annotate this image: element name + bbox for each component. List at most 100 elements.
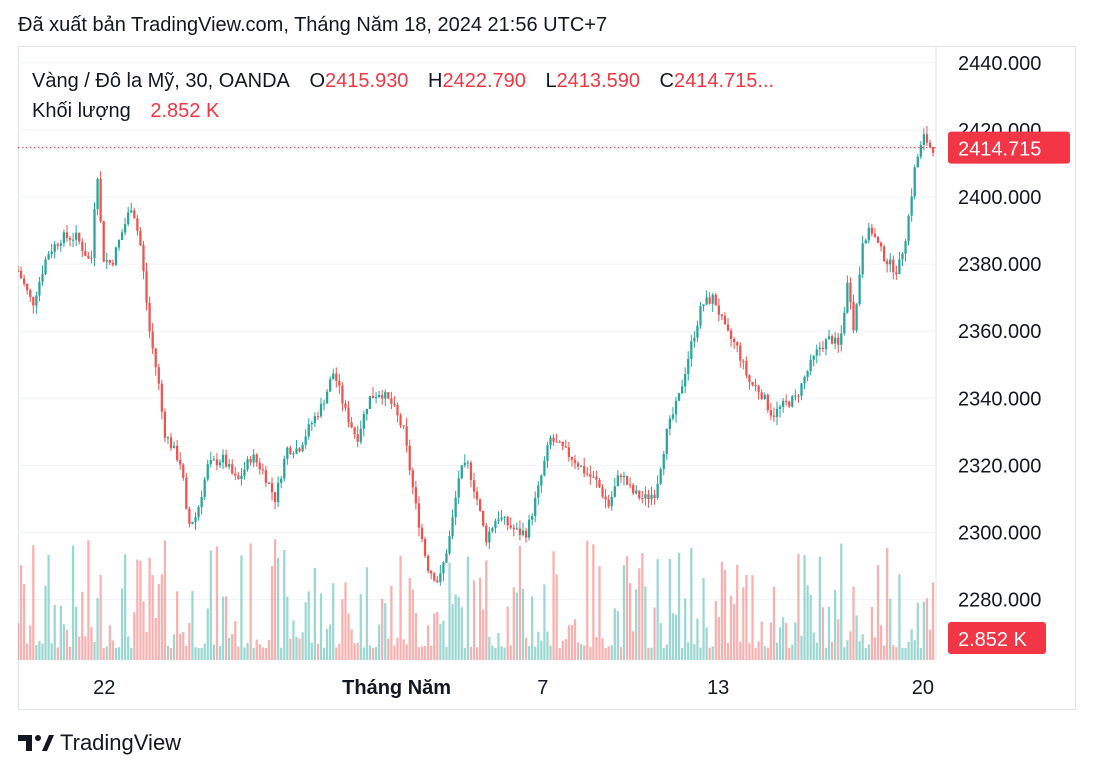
candle-body (598, 479, 601, 488)
candle-body (524, 530, 528, 538)
candle-body (561, 441, 564, 447)
candle-body (19, 270, 23, 279)
candle-body (22, 278, 26, 284)
open-value: 2415.930 (325, 70, 409, 92)
candle-body (451, 517, 454, 537)
volume-bar (717, 617, 720, 660)
candle-body (778, 406, 782, 409)
candle-body (886, 261, 889, 265)
volume-bar (472, 580, 476, 660)
volume-bar (561, 640, 564, 660)
volume-bar (148, 557, 151, 660)
price-chart[interactable]: 2440.0002420.0002400.0002380.0002360.000… (18, 46, 1076, 710)
volume-bar (433, 613, 436, 660)
candle-body (647, 494, 650, 500)
tradingview-brand[interactable]: TradingView (18, 730, 181, 756)
candle-body (50, 251, 53, 255)
volume-bar (304, 602, 307, 660)
y-tick-label: 2360.000 (958, 321, 1041, 343)
volume-bar (176, 591, 179, 660)
volume-bar (644, 586, 647, 660)
volume-bar (570, 624, 574, 660)
candle-body (224, 454, 228, 467)
volume-bar (59, 605, 62, 660)
candle-body (873, 233, 877, 237)
volume-bar (864, 647, 867, 660)
volume-bar (482, 609, 485, 660)
candle-body (316, 416, 320, 418)
candle-body (540, 475, 543, 486)
candle-body (733, 339, 736, 343)
volume-bar (809, 594, 812, 660)
candle-body (751, 381, 754, 385)
volume-bar (117, 647, 121, 660)
volume-bar (224, 596, 228, 660)
volume-bar (567, 625, 571, 660)
candle-body (607, 499, 610, 507)
candle-body (521, 530, 525, 535)
volume-bar (922, 601, 926, 660)
volume-bar (362, 647, 365, 660)
candle-body (684, 374, 687, 387)
volume-bar (102, 647, 105, 660)
candle-body (206, 464, 209, 480)
candle-body (696, 325, 699, 338)
volume-bar (610, 645, 613, 660)
volume-bar (757, 641, 760, 660)
volume-bar (463, 647, 466, 660)
candle-body (325, 391, 329, 404)
volume-bar (478, 577, 482, 660)
candle-body (390, 398, 393, 404)
volume-bar (745, 574, 748, 660)
volume-bar (797, 553, 800, 660)
candle-body (365, 408, 369, 415)
candle-body (417, 503, 421, 528)
candle-body (567, 447, 571, 457)
volume-bar (742, 587, 745, 660)
candle-body (570, 456, 574, 460)
candle-body (396, 405, 399, 416)
volume-bar (307, 591, 310, 660)
candle-body (136, 218, 139, 231)
volume-bar (607, 646, 610, 660)
volume-bar (35, 645, 38, 660)
candle-body (687, 358, 690, 375)
volume-bar (209, 550, 212, 660)
volume-bar (491, 645, 494, 660)
volume-bar (916, 602, 919, 660)
volume-bar (26, 643, 29, 660)
volume-bar (546, 631, 549, 660)
candle-body (402, 425, 405, 427)
ohlc-row: Vàng / Đô la Mỹ, 30, OANDA O2415.930 H24… (32, 66, 774, 96)
volume-bar (420, 646, 424, 660)
candle-body (494, 520, 497, 529)
candle-body (736, 342, 739, 346)
volume-bar (576, 642, 580, 660)
volume-bar (925, 598, 929, 660)
candle-body (439, 573, 442, 583)
volume-bar (512, 587, 515, 660)
candle-body (319, 403, 323, 417)
candle-body (876, 236, 880, 243)
volume-bar (280, 647, 283, 660)
candle-body (815, 349, 818, 356)
volume-bar (371, 647, 375, 660)
candle-body (500, 517, 503, 520)
candle-body (641, 498, 644, 500)
volume-bar (500, 646, 503, 660)
close-label: C (659, 70, 674, 92)
candle-body (234, 473, 237, 476)
volume-bar (726, 643, 730, 660)
volume-bar (549, 645, 552, 660)
volume-bar (261, 647, 264, 660)
volume-bar (766, 647, 769, 660)
x-tick-label: 7 (537, 677, 548, 699)
candle-body (564, 446, 567, 448)
volume-bar (812, 632, 815, 660)
candle-body (298, 448, 301, 452)
candle-body (907, 215, 910, 242)
volume-bar (335, 647, 338, 660)
candle-body (604, 496, 607, 500)
candle-body (273, 492, 277, 503)
candle-body (898, 259, 901, 275)
